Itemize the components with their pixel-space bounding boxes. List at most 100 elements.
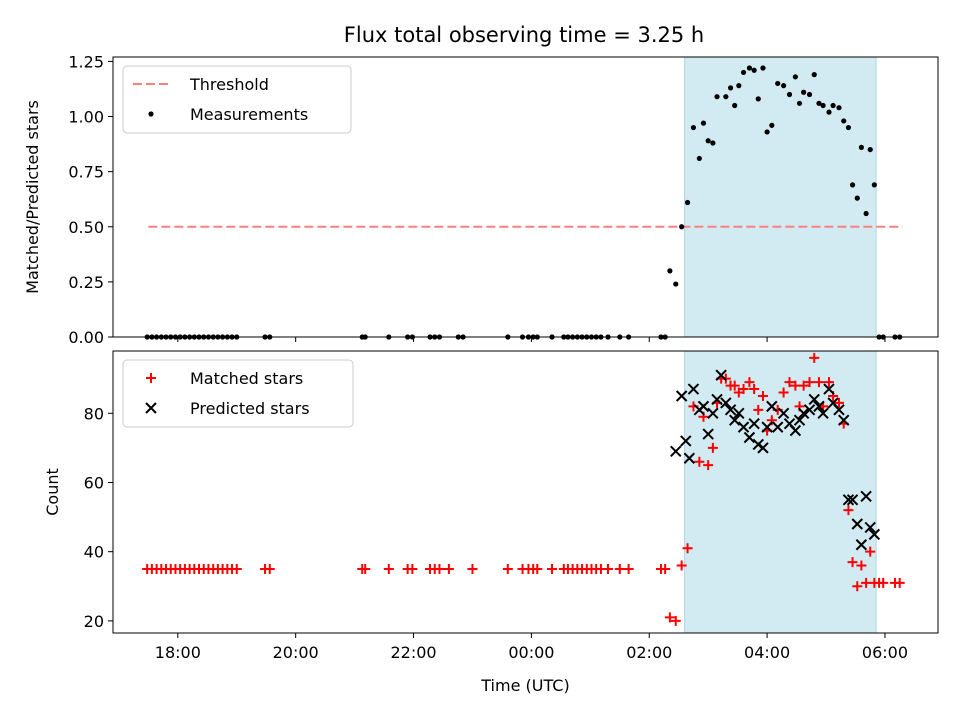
matched-star-point: [623, 563, 634, 574]
predicted-star-point: [707, 407, 719, 419]
matched-star-point: [407, 563, 418, 574]
matched-star-point: [532, 563, 543, 574]
axes-frame: [112, 56, 939, 338]
y-tick-label: 0.00: [68, 328, 104, 347]
matched-star-point: [865, 546, 876, 557]
measurement-point: [667, 268, 673, 274]
star-count-panel: 20 40 60 80 18:00 20:00 22:00 00:00 02:00 04:00 06…: [43, 350, 939, 695]
matched-star-point: [813, 377, 824, 388]
matched-star-point: [614, 563, 625, 574]
predicted-star-point: [851, 518, 863, 530]
predicted-star-point: [748, 417, 760, 430]
y-tick-label: 40: [84, 543, 104, 562]
measurement-point: [700, 120, 707, 126]
measurement-point: [696, 155, 702, 162]
measurement-point: [858, 144, 864, 150]
measurement-point: [736, 83, 742, 89]
matched-star-point: [749, 384, 760, 395]
legend-matched-swatch: [146, 373, 156, 383]
measurement-point: [751, 67, 757, 73]
measurement-point: [826, 109, 832, 115]
predicted-star-point: [724, 404, 737, 416]
matched-star-point: [660, 563, 671, 574]
predicted-star-point: [813, 400, 825, 413]
predicted-star-point: [793, 414, 806, 426]
predicted-star-point: [842, 494, 855, 506]
predicted-star-point: [728, 414, 741, 426]
x-tick-label: 22:00: [390, 643, 436, 662]
predicted-star-point: [711, 393, 723, 406]
measurement-point: [714, 94, 720, 100]
matched-star-point: [703, 460, 714, 471]
predicted-star-point: [697, 400, 710, 413]
measurement-point: [816, 100, 822, 106]
measurement-point: [690, 124, 697, 131]
matched-star-point: [729, 380, 740, 391]
predicted-star-point: [687, 383, 700, 395]
matched-star-point: [682, 543, 693, 554]
predicted-star-point: [766, 400, 778, 413]
matched-star-point: [360, 563, 371, 574]
measurement-point: [806, 91, 813, 98]
matched-star-point: [502, 563, 513, 574]
measurement-point: [710, 140, 716, 146]
predicted-star-point: [683, 452, 696, 464]
measurement-point: [705, 138, 711, 144]
y-tick-label: 1.00: [68, 108, 104, 127]
matched-star-point: [443, 563, 454, 574]
measurement-point: [769, 122, 775, 128]
matched-star-point: [603, 563, 613, 574]
predicted-star-point: [675, 390, 688, 402]
matched-star-point: [798, 380, 809, 391]
matched-star-point: [856, 560, 867, 571]
y-axis-label: Matched/Predicted stars: [23, 100, 42, 294]
y-axis-label: Count: [43, 468, 62, 516]
measurement-point: [760, 65, 766, 71]
measurement-point: [679, 224, 685, 230]
matched-star-point: [843, 505, 854, 516]
y-tick-label: 0.50: [68, 218, 104, 237]
legend-entry-label: Predicted stars: [190, 399, 310, 418]
y-tick-label: 1.25: [68, 52, 104, 71]
matched-star-point: [670, 615, 681, 626]
predicted-star-point: [761, 421, 773, 433]
measurement-point: [727, 85, 734, 91]
matched-star-point: [231, 563, 242, 574]
legend-box: [122, 65, 352, 134]
legend-predicted-swatch: [145, 402, 157, 414]
measurement-point: [867, 146, 873, 153]
measurement-point: [830, 102, 836, 109]
y-tick-label: 20: [84, 612, 104, 631]
legend: Matched stars Predicted stars: [122, 359, 354, 428]
predicted-star-point: [823, 383, 835, 395]
legend-box: [122, 359, 354, 428]
measurement-point: [740, 69, 747, 76]
measurement-point: [871, 182, 877, 188]
measurement-point: [836, 105, 842, 111]
predicted-star-point: [855, 539, 868, 551]
y-tick-label: 0.75: [68, 163, 104, 182]
measurement-point: [854, 195, 860, 201]
observing-window-band: [684, 56, 877, 338]
matched-star-point: [852, 581, 863, 592]
predicted-star-point: [720, 397, 732, 409]
legend-measurements-swatch: [148, 111, 154, 117]
y-tick-label: 60: [84, 473, 104, 492]
y-tick-label: 80: [84, 404, 104, 423]
predicted-star-point: [833, 404, 845, 416]
legend-entry-label: Measurements: [190, 105, 308, 124]
measurement-point: [796, 100, 803, 106]
legend-entry-label: Threshold: [189, 75, 269, 94]
measurement-point: [841, 118, 847, 124]
matched-star-point: [707, 442, 718, 453]
axes-frame: [112, 350, 939, 634]
x-tick-label: 06:00: [862, 643, 908, 662]
matched-star-point: [784, 377, 795, 388]
predicted-star-point: [670, 445, 682, 458]
measurement-point: [792, 74, 798, 80]
matched-star-point: [738, 384, 749, 395]
predicted-star-point: [789, 424, 802, 437]
predicted-star-point: [846, 494, 859, 506]
predicted-star-point: [868, 528, 881, 541]
measurement-point: [811, 72, 817, 78]
